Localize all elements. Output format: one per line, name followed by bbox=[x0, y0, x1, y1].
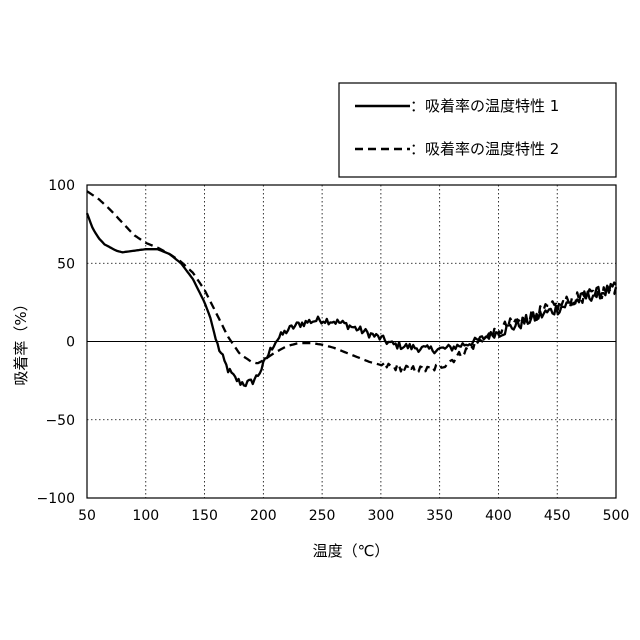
x-tick-label: 150 bbox=[191, 508, 218, 524]
x-tick-label: 50 bbox=[78, 508, 96, 524]
x-tick-label: 350 bbox=[426, 508, 453, 524]
x-tick-label: 500 bbox=[603, 508, 630, 524]
x-tick-label: 100 bbox=[132, 508, 159, 524]
x-tick-label: 200 bbox=[250, 508, 277, 524]
legend-label-series-2: ：吸着率の温度特性 2 bbox=[410, 140, 559, 158]
x-tick-label: 450 bbox=[544, 508, 571, 524]
y-tick-label: −100 bbox=[37, 491, 75, 507]
x-tick-labels: 50 100 150 200 250 300 350 400 450 500 bbox=[78, 508, 629, 524]
legend: ：吸着率の温度特性 1 ：吸着率の温度特性 2 bbox=[339, 83, 616, 177]
y-axis-label: 吸着率（%） bbox=[12, 296, 30, 385]
x-tick-label: 300 bbox=[368, 508, 395, 524]
x-tick-label: 400 bbox=[485, 508, 512, 524]
y-tick-label: −50 bbox=[45, 413, 75, 429]
legend-label-series-1: ：吸着率の温度特性 1 bbox=[410, 97, 559, 115]
y-tick-label: 0 bbox=[66, 335, 75, 351]
y-tick-label: 50 bbox=[57, 256, 75, 272]
y-tick-label: 100 bbox=[48, 178, 75, 194]
x-axis-label: 温度（℃） bbox=[313, 542, 390, 560]
y-tick-labels: 100 50 0 −50 −100 bbox=[37, 178, 75, 507]
x-tick-label: 250 bbox=[309, 508, 336, 524]
